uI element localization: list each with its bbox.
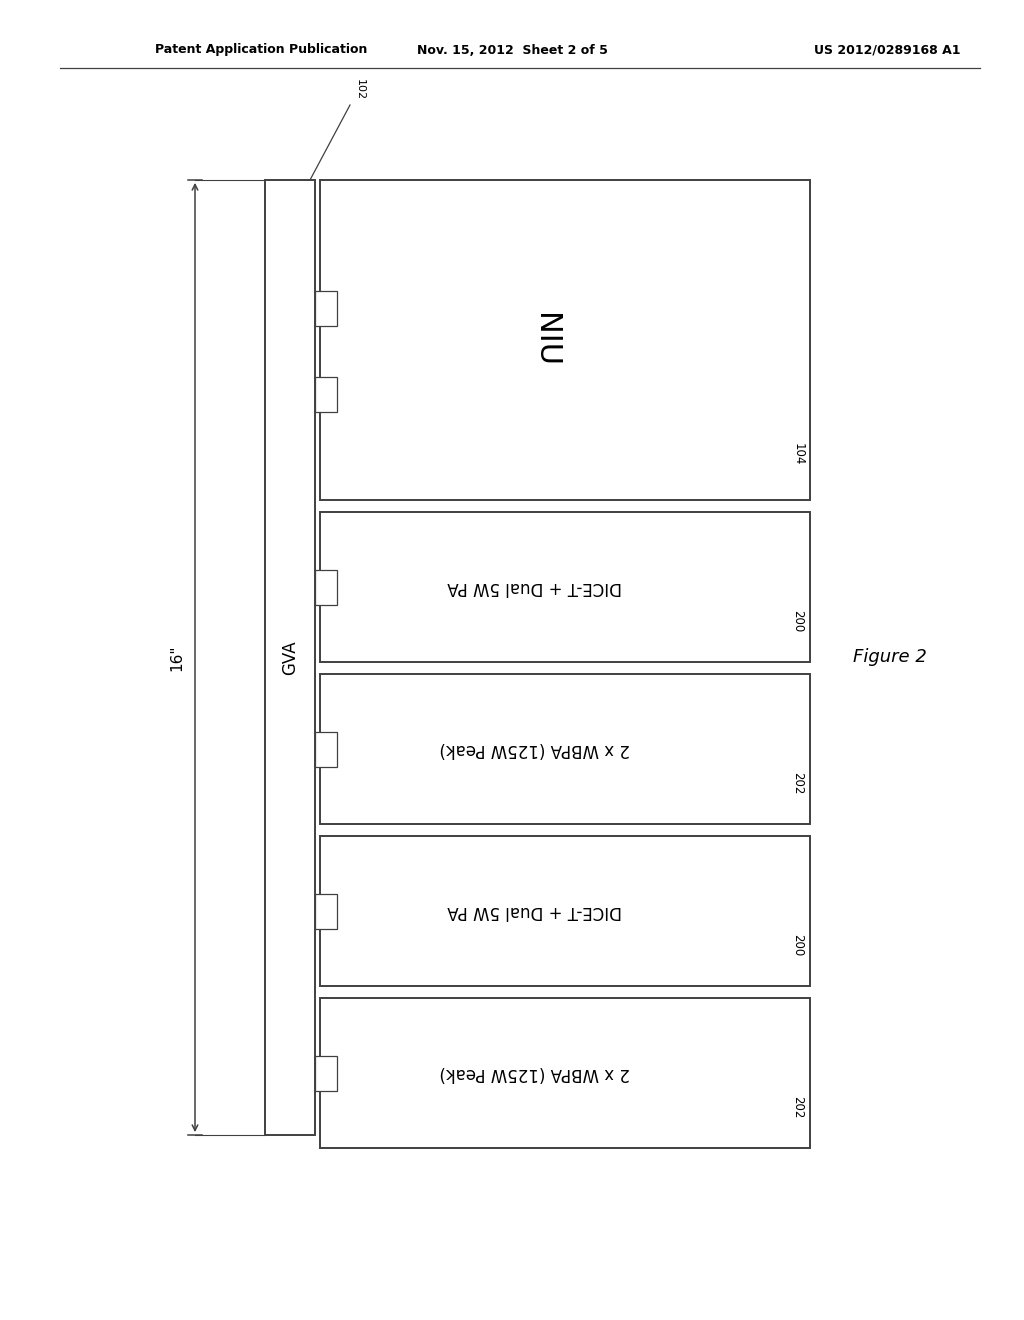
Bar xyxy=(315,731,337,767)
Text: 202: 202 xyxy=(792,772,805,795)
Bar xyxy=(265,180,315,1135)
Text: 200: 200 xyxy=(792,610,805,632)
Text: 102: 102 xyxy=(355,79,365,100)
Bar xyxy=(319,512,810,663)
Text: DICE-T + Dual 5W PA: DICE-T + Dual 5W PA xyxy=(447,902,623,920)
Bar xyxy=(319,998,810,1148)
Text: Patent Application Publication: Patent Application Publication xyxy=(155,44,368,57)
Bar xyxy=(319,836,810,986)
Text: 200: 200 xyxy=(792,933,805,956)
Text: Figure 2: Figure 2 xyxy=(853,648,927,667)
Bar xyxy=(319,180,810,500)
Text: 16": 16" xyxy=(170,644,184,671)
Text: 104: 104 xyxy=(792,442,805,465)
Text: DICE-T + Dual 5W PA: DICE-T + Dual 5W PA xyxy=(447,578,623,597)
Text: 2 x WBPA (125W Peak): 2 x WBPA (125W Peak) xyxy=(439,1064,631,1082)
Text: NIU: NIU xyxy=(530,313,559,367)
Text: 202: 202 xyxy=(792,1096,805,1118)
Bar xyxy=(315,378,337,412)
Bar xyxy=(315,1056,337,1090)
Text: 2 x WBPA (125W Peak): 2 x WBPA (125W Peak) xyxy=(439,741,631,758)
Bar xyxy=(319,675,810,824)
Text: GVA: GVA xyxy=(281,640,299,675)
Text: US 2012/0289168 A1: US 2012/0289168 A1 xyxy=(813,44,961,57)
Bar xyxy=(315,894,337,928)
Text: Nov. 15, 2012  Sheet 2 of 5: Nov. 15, 2012 Sheet 2 of 5 xyxy=(417,44,607,57)
Bar xyxy=(315,290,337,326)
Bar xyxy=(315,569,337,605)
